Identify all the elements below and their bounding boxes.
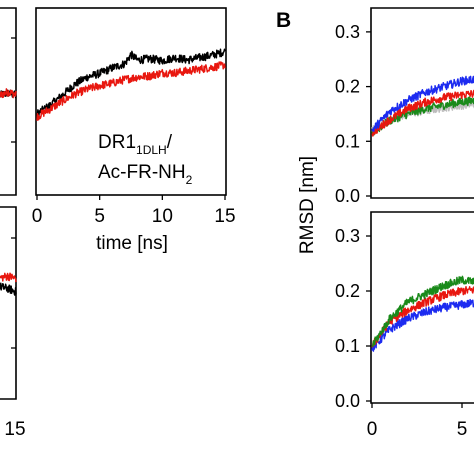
y-tick-label: 0.2: [335, 281, 360, 301]
annotation-line2-subscript: 2: [186, 173, 193, 187]
series-line: [371, 89, 474, 137]
series-line: [0, 272, 17, 283]
series-line: [36, 61, 226, 121]
annotation-line2-main: Ac-FR-NH: [98, 162, 186, 183]
x-tick-label: 0: [367, 419, 378, 440]
left-top-fragment-series: [0, 88, 17, 99]
left-bottom-fragment-panel: 15: [0, 206, 26, 440]
series-line: [371, 275, 474, 348]
b-bottom-y-ticks: 0.0 0.1 0.2 0.3: [335, 226, 371, 411]
x-axis-label: time [ns]: [96, 233, 168, 254]
left-top-fragment-panel: [0, 7, 17, 196]
y-tick-label: 0.3: [335, 226, 360, 246]
annotation-main: DR1: [98, 132, 136, 153]
y-tick-label: 0.1: [335, 131, 360, 151]
y-axis-label: RMSD [nm]: [297, 156, 318, 254]
dr1-ac-fr-panel: 0 5 10 15 DR11DLH/ Ac-FR-NH2 time [ns]: [32, 7, 236, 254]
series-line: [36, 48, 226, 118]
b-bottom-series: [371, 275, 474, 352]
y-tick-label: 0.3: [335, 22, 360, 42]
dr1-ac-fr-frame: [35, 7, 227, 196]
x-tick-label: 15: [4, 419, 25, 440]
series-line: [371, 75, 474, 132]
dr1-ac-fr-annotation-line2: Ac-FR-NH2: [98, 162, 193, 187]
y-tick-label: 0.1: [335, 336, 360, 356]
b-top-frame: [370, 7, 474, 199]
series-line: [371, 298, 474, 352]
left-bottom-fragment-series: [0, 272, 17, 296]
x-tick-label: 15: [214, 206, 235, 227]
annotation-subscript: 1DLH: [136, 143, 167, 157]
x-tick-label: 0: [32, 206, 43, 227]
y-tick-label: 0.2: [335, 77, 360, 97]
x-tick-label: 10: [152, 206, 173, 227]
b-bottom-frame: [370, 211, 474, 404]
left-top-fragment-frame: [0, 7, 17, 196]
y-tick-label: 0.0: [335, 186, 360, 206]
left-bottom-fragment-frame: [0, 206, 17, 400]
series-line: [0, 282, 17, 296]
dr1-ac-fr-annotation: DR11DLH/: [98, 132, 173, 157]
dr1-ac-fr-ticks: 0 5 10 15: [32, 195, 236, 227]
y-tick-label: 0.0: [335, 391, 360, 411]
b-top-panel: 0.0 0.1 0.2 0.3: [335, 7, 474, 206]
b-top-y-ticks: 0.0 0.1 0.2 0.3: [335, 22, 371, 206]
x-tick-label: 5: [94, 206, 105, 227]
panel-letter: B: [276, 9, 291, 32]
series-line: [0, 88, 17, 99]
dr1-ac-fr-series: [36, 48, 226, 121]
b-top-series: [371, 75, 474, 137]
annotation-slash: /: [167, 132, 173, 153]
x-tick-label: 5: [457, 419, 468, 440]
